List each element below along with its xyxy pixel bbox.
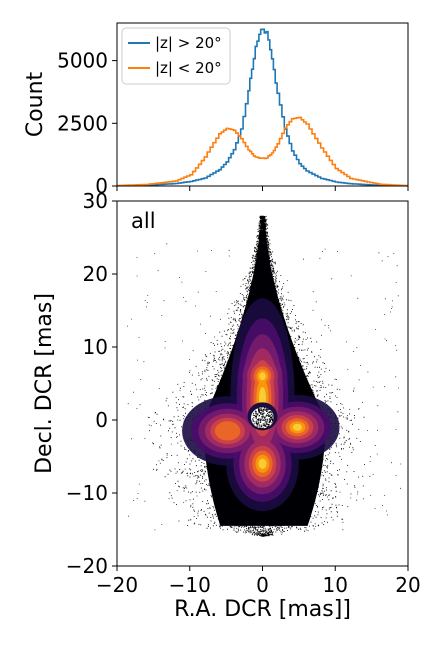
bottom-y-tick-label: 10 — [83, 335, 108, 359]
bottom-x-tick-label: 0 — [256, 573, 269, 597]
bottom-y-tick-label: −20 — [66, 554, 108, 578]
top-histogram-panel: 0 2500 5000 Count |z| > 20° |z| < 20° — [23, 22, 409, 198]
bottom-x-axis-label: R.A. DCR [mas]] — [174, 597, 351, 622]
histogram-series-0 — [117, 28, 408, 186]
histogram-series-1 — [117, 116, 408, 186]
density-plot — [127, 215, 402, 537]
density-blobs — [182, 298, 340, 512]
density-layer-5-3 — [214, 421, 241, 441]
bottom-x-tick-label: 20 — [395, 573, 420, 597]
central-points — [252, 407, 275, 430]
panel-annotation: all — [131, 209, 156, 233]
bottom-y-tick-label: −10 — [66, 481, 108, 505]
density-layer-7-1 — [258, 458, 267, 469]
density-layer-7-4 — [259, 372, 266, 381]
bottom-y-tick-label: 30 — [83, 189, 108, 213]
bottom-density-panel: −20 −10 0 10 20 −20 −10 0 10 20 30 all R.A. DCR [m… — [32, 189, 421, 622]
top-y-tick-label: 2500 — [57, 111, 108, 135]
top-y-tick-label: 5000 — [57, 49, 108, 73]
top-y-axis-label: Count — [23, 71, 48, 137]
legend-label-low-latitude: |z| < 20° — [155, 59, 222, 77]
bottom-x-tick-label: −10 — [169, 573, 211, 597]
top-y-tick-label: 0 — [95, 174, 108, 198]
legend-label-high-latitude: |z| > 20° — [155, 34, 222, 52]
bottom-x-tick-label: 10 — [323, 573, 348, 597]
density-layer-7-2 — [292, 423, 303, 431]
legend: |z| > 20° |z| < 20° — [121, 27, 231, 85]
bottom-y-axis-label: Decl. DCR [mas] — [32, 293, 57, 474]
bottom-y-tick-label: 20 — [83, 262, 108, 286]
bottom-y-tick-label: 0 — [95, 408, 108, 432]
bottom-x-tick-label: −20 — [96, 573, 138, 597]
